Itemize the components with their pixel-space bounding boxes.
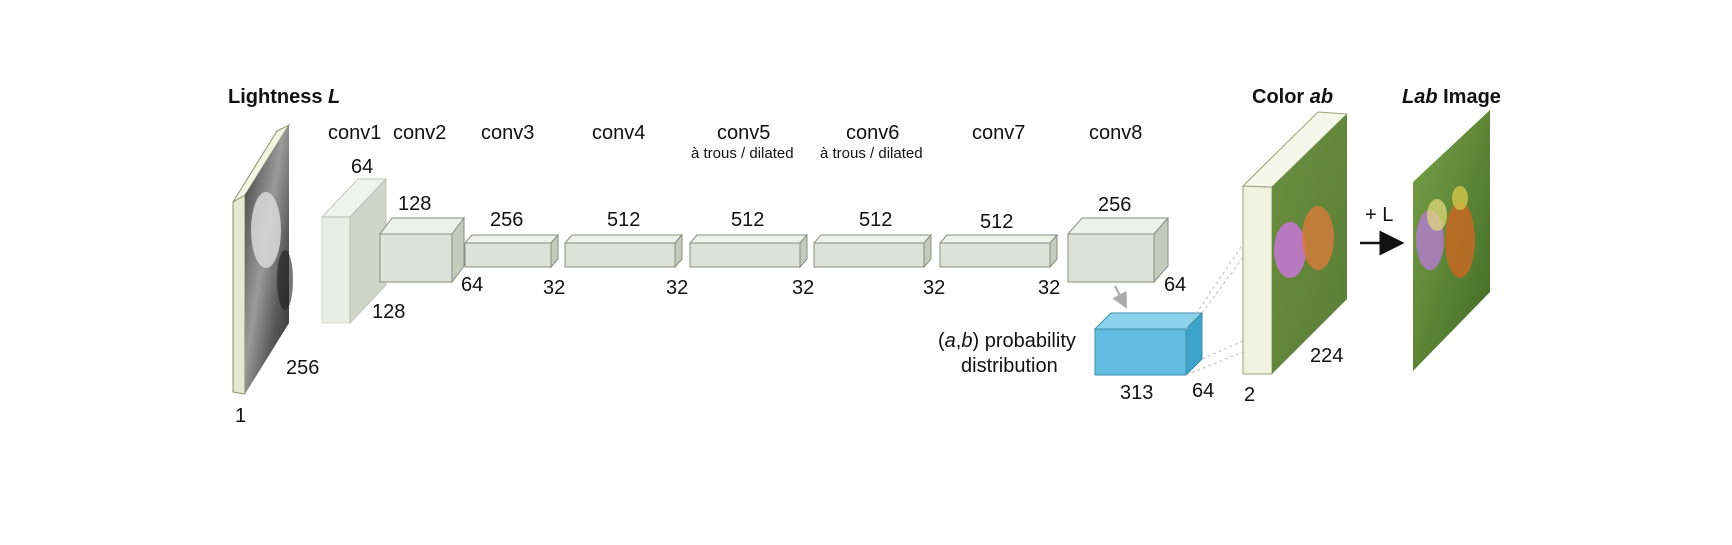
conv8-to-distribution-arrow: [1112, 285, 1127, 309]
layer-channels-conv3: 256: [490, 209, 523, 231]
layer-note-conv6: à trous / dilated: [820, 145, 923, 162]
lab-output-image: [1413, 110, 1490, 371]
layer-spatial-conv1: 128: [372, 301, 405, 323]
layer-channels-conv5: 512: [731, 209, 764, 231]
layer-name-conv7: conv7: [972, 122, 1025, 144]
layer-spatial-conv2: 64: [461, 274, 483, 296]
layer-channels-conv1: 64: [351, 156, 373, 178]
distribution-label-line2: distribution: [961, 355, 1058, 377]
conv4-block: [563, 233, 684, 269]
distribution-label: (a,b) probability: [938, 330, 1076, 352]
layer-spatial-conv7: 32: [1038, 277, 1060, 299]
layer-name-conv5: conv5: [717, 122, 770, 144]
color-ab-dim-channels: 2: [1244, 384, 1255, 406]
conv8-block: [1066, 216, 1170, 284]
layer-spatial-conv8: 64: [1164, 274, 1186, 296]
layer-name-conv3: conv3: [481, 122, 534, 144]
layer-spatial-conv6: 32: [923, 277, 945, 299]
layer-channels-conv4: 512: [607, 209, 640, 231]
conv7-block: [938, 233, 1059, 269]
layer-name-conv4: conv4: [592, 122, 645, 144]
input-dim-size: 256: [286, 357, 319, 379]
layer-spatial-conv5: 32: [792, 277, 814, 299]
color-ab-title: Color ab: [1252, 86, 1333, 108]
conv5-block: [688, 233, 809, 269]
distribution-dim-bins: 313: [1120, 382, 1153, 404]
conv6-block: [812, 233, 933, 269]
conv2-block: [379, 216, 465, 284]
input-title: Lightness L: [228, 86, 340, 108]
layer-channels-conv8: 256: [1098, 194, 1131, 216]
conv3-block: [463, 233, 560, 269]
color-ab-dim-size: 224: [1310, 345, 1343, 367]
layer-spatial-conv3: 32: [543, 277, 565, 299]
distribution-dim-spatial: 64: [1192, 380, 1214, 402]
layer-channels-conv2: 128: [398, 193, 431, 215]
layer-channels-conv7: 512: [980, 211, 1013, 233]
layer-name-conv6: conv6: [846, 122, 899, 144]
conv1-block: [320, 177, 388, 325]
plus-l-label: + L: [1365, 204, 1393, 226]
layer-name-conv8: conv8: [1089, 122, 1142, 144]
input-dim-channels: 1: [235, 405, 246, 427]
lab-title: Lab Image: [1402, 86, 1501, 108]
layer-note-conv5: à trous / dilated: [691, 145, 794, 162]
layer-channels-conv6: 512: [859, 209, 892, 231]
color-ab-image: [1241, 111, 1349, 375]
distribution-block: [1093, 311, 1204, 377]
input-lightness-image: [232, 123, 293, 395]
layer-name-conv2: conv2: [393, 122, 446, 144]
layer-name-conv1: conv1: [328, 122, 381, 144]
layer-spatial-conv4: 32: [666, 277, 688, 299]
